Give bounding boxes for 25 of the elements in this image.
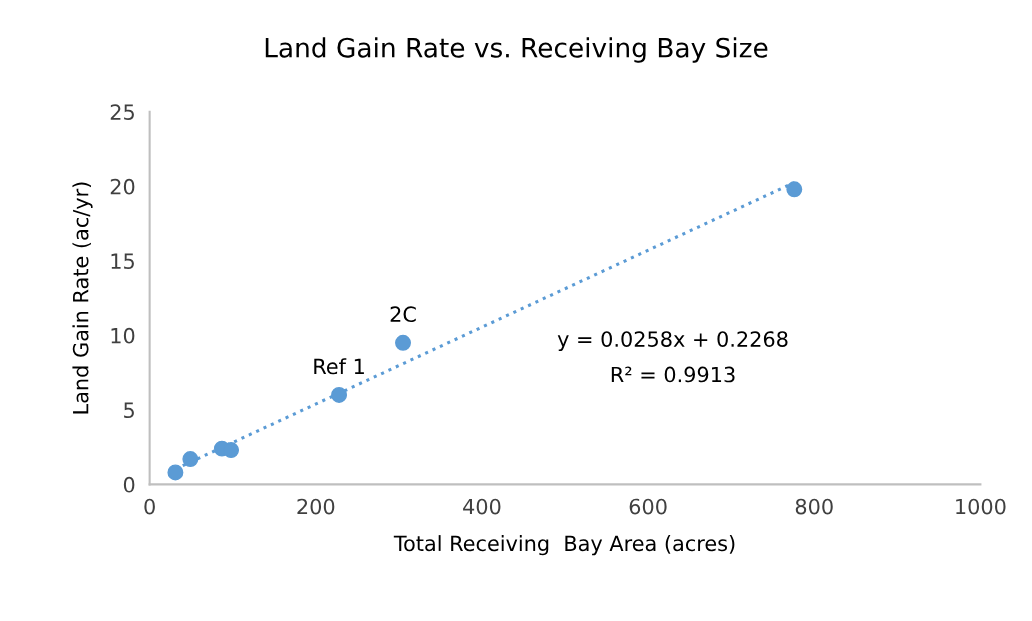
annotation: R² = 0.9913 [611, 366, 735, 383]
y-axis-title: Land Gain Rate (ac/yr) [72, 182, 93, 414]
y-tick-label: 5 [124, 402, 134, 419]
annotation: Ref 1 [314, 358, 364, 375]
point [331, 386, 348, 403]
chart-title: Land Gain Rate vs. Receiving Bay Size [265, 37, 768, 63]
x-axis-title: Total Receiving Bay Area (acres) [393, 535, 735, 556]
x-tick-label: 1000 [956, 498, 1006, 515]
x-tick-label: 0 [144, 498, 155, 515]
point [167, 464, 184, 481]
y-tick-label: 10 [111, 327, 135, 344]
y-tick-label: 20 [110, 178, 135, 195]
x-tick-label: 800 [795, 498, 833, 515]
annotation: y = 0.0258x + 0.2268 [557, 331, 788, 352]
y-tick-label: 0 [123, 476, 135, 493]
x-tick-label: 200 [297, 498, 335, 515]
x-tick-label: 400 [463, 498, 501, 515]
point [786, 181, 803, 198]
annotation: 2C [390, 306, 416, 323]
point [395, 334, 412, 351]
x-tick-label: 600 [629, 498, 667, 515]
y-tick-label: 15 [111, 253, 134, 270]
y-tick-label: 25 [110, 104, 134, 120]
point [182, 451, 199, 468]
point [223, 442, 240, 459]
